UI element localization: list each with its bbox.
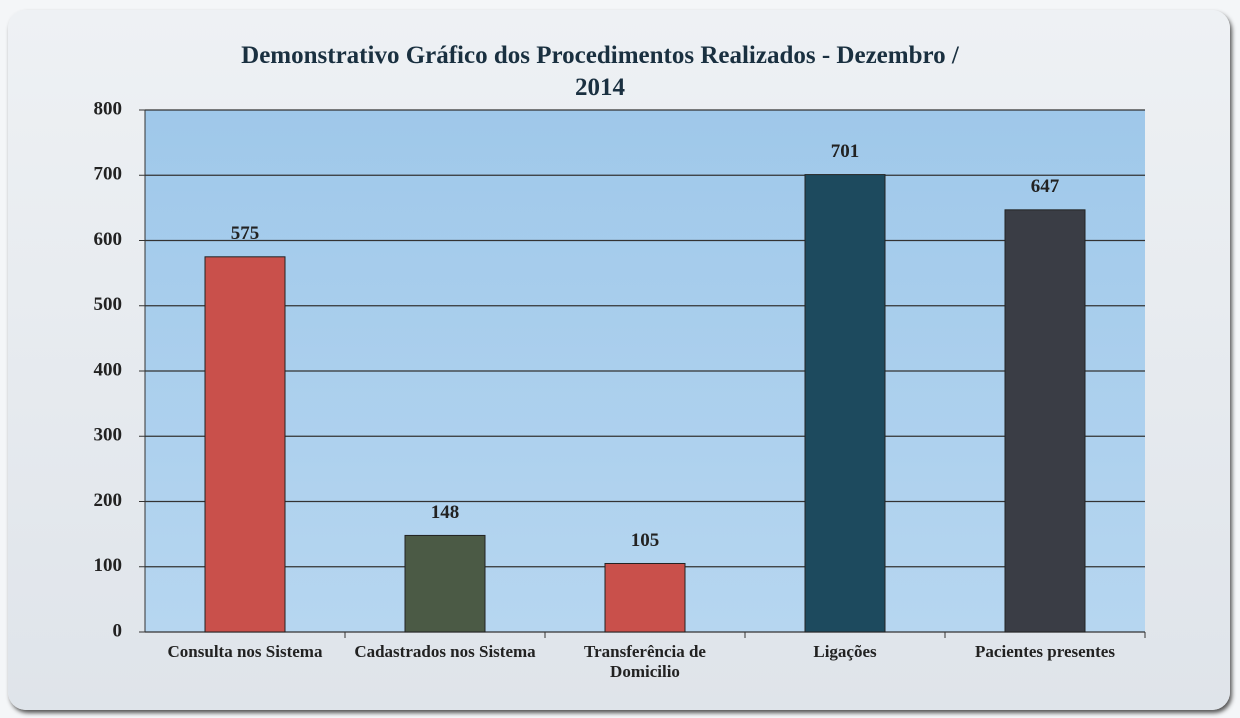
data-label: 647 bbox=[1031, 176, 1060, 197]
y-tick-label: 200 bbox=[94, 490, 123, 511]
y-tick-label: 100 bbox=[94, 555, 123, 576]
y-tick-label: 800 bbox=[94, 98, 123, 119]
chart-title: Demonstrativo Gráfico dos Procedimentos … bbox=[241, 42, 959, 101]
x-tick-label: Transferência de Domicilio bbox=[584, 642, 706, 681]
x-tick-label: Consulta nos Sistema bbox=[167, 642, 323, 661]
bar bbox=[604, 562, 686, 633]
y-tick-label: 600 bbox=[94, 229, 123, 250]
y-tick-label: 700 bbox=[94, 164, 123, 185]
x-tick-label: Cadastrados nos Sistema bbox=[354, 642, 536, 661]
bar bbox=[1004, 209, 1086, 633]
y-tick-label: 500 bbox=[94, 294, 123, 315]
y-tick-label: 0 bbox=[113, 620, 123, 641]
y-tick-label: 300 bbox=[94, 425, 123, 446]
data-label: 701 bbox=[831, 141, 860, 162]
bar bbox=[404, 534, 486, 633]
bar bbox=[204, 256, 286, 633]
y-tick-label: 400 bbox=[94, 359, 123, 380]
data-label: 148 bbox=[431, 502, 460, 523]
data-label: 105 bbox=[631, 530, 660, 551]
x-tick-label: Ligações bbox=[813, 642, 877, 661]
data-label: 575 bbox=[231, 223, 260, 244]
bar bbox=[804, 174, 886, 633]
x-tick-label: Pacientes presentes bbox=[975, 642, 1115, 661]
